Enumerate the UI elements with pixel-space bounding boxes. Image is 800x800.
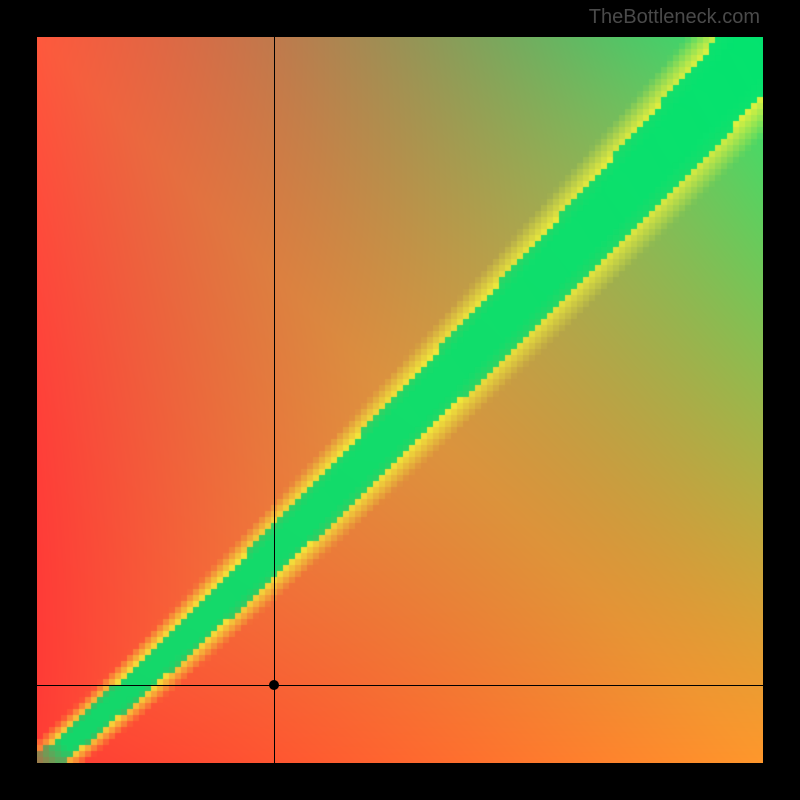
heatmap-plot bbox=[37, 37, 763, 763]
watermark-text: TheBottleneck.com bbox=[589, 6, 760, 29]
heatmap-band-layer bbox=[37, 37, 763, 763]
crosshair-vertical bbox=[274, 37, 275, 763]
crosshair-marker bbox=[269, 680, 279, 690]
crosshair-horizontal bbox=[37, 685, 763, 686]
